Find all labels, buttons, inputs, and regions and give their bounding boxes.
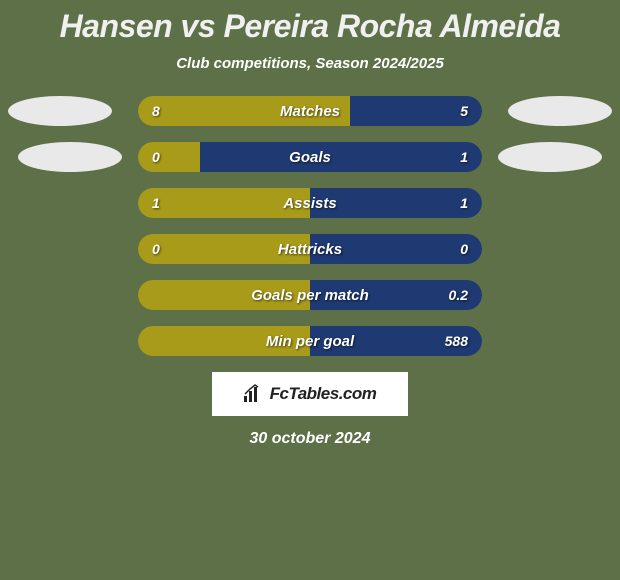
stat-value-left: 8 bbox=[152, 96, 160, 126]
player-badge-left-2 bbox=[18, 142, 122, 172]
date-text: 30 october 2024 bbox=[0, 430, 620, 448]
stat-label: Goals per match bbox=[138, 280, 482, 310]
stat-label: Goals bbox=[138, 142, 482, 172]
stat-value-right: 588 bbox=[445, 326, 468, 356]
logo-text: FcTables.com bbox=[270, 384, 377, 404]
stat-row: Min per goal588 bbox=[138, 326, 482, 356]
logo-box: FcTables.com bbox=[212, 372, 408, 416]
stat-value-left: 0 bbox=[152, 234, 160, 264]
stat-row: Matches8 5 bbox=[138, 96, 482, 126]
player-badge-right-2 bbox=[498, 142, 602, 172]
stat-row: Goals0 1 bbox=[138, 142, 482, 172]
stat-value-left: 1 bbox=[152, 188, 160, 218]
chart-icon bbox=[244, 384, 264, 405]
stat-value-left: 0 bbox=[152, 142, 160, 172]
stat-label: Hattricks bbox=[138, 234, 482, 264]
stat-value-right: 1 bbox=[460, 142, 468, 172]
stats-area: Matches85Goals01Assists11Hattricks00Goal… bbox=[0, 96, 620, 356]
subtitle: Club competitions, Season 2024/2025 bbox=[0, 55, 620, 72]
player-badge-left-1 bbox=[8, 96, 112, 126]
stat-value-right: 0 bbox=[460, 234, 468, 264]
stat-label: Min per goal bbox=[138, 326, 482, 356]
stat-value-right: 5 bbox=[460, 96, 468, 126]
player-badge-right-1 bbox=[508, 96, 612, 126]
stat-value-right: 1 bbox=[460, 188, 468, 218]
comparison-infographic: Hansen vs Pereira Rocha Almeida Club com… bbox=[0, 0, 620, 580]
stat-label: Assists bbox=[138, 188, 482, 218]
stat-row: Hattricks0 0 bbox=[138, 234, 482, 264]
page-title: Hansen vs Pereira Rocha Almeida bbox=[0, 0, 620, 45]
stat-row: Goals per match0.2 bbox=[138, 280, 482, 310]
stat-value-right: 0.2 bbox=[449, 280, 468, 310]
stat-label: Matches bbox=[138, 96, 482, 126]
stat-row: Assists1 1 bbox=[138, 188, 482, 218]
